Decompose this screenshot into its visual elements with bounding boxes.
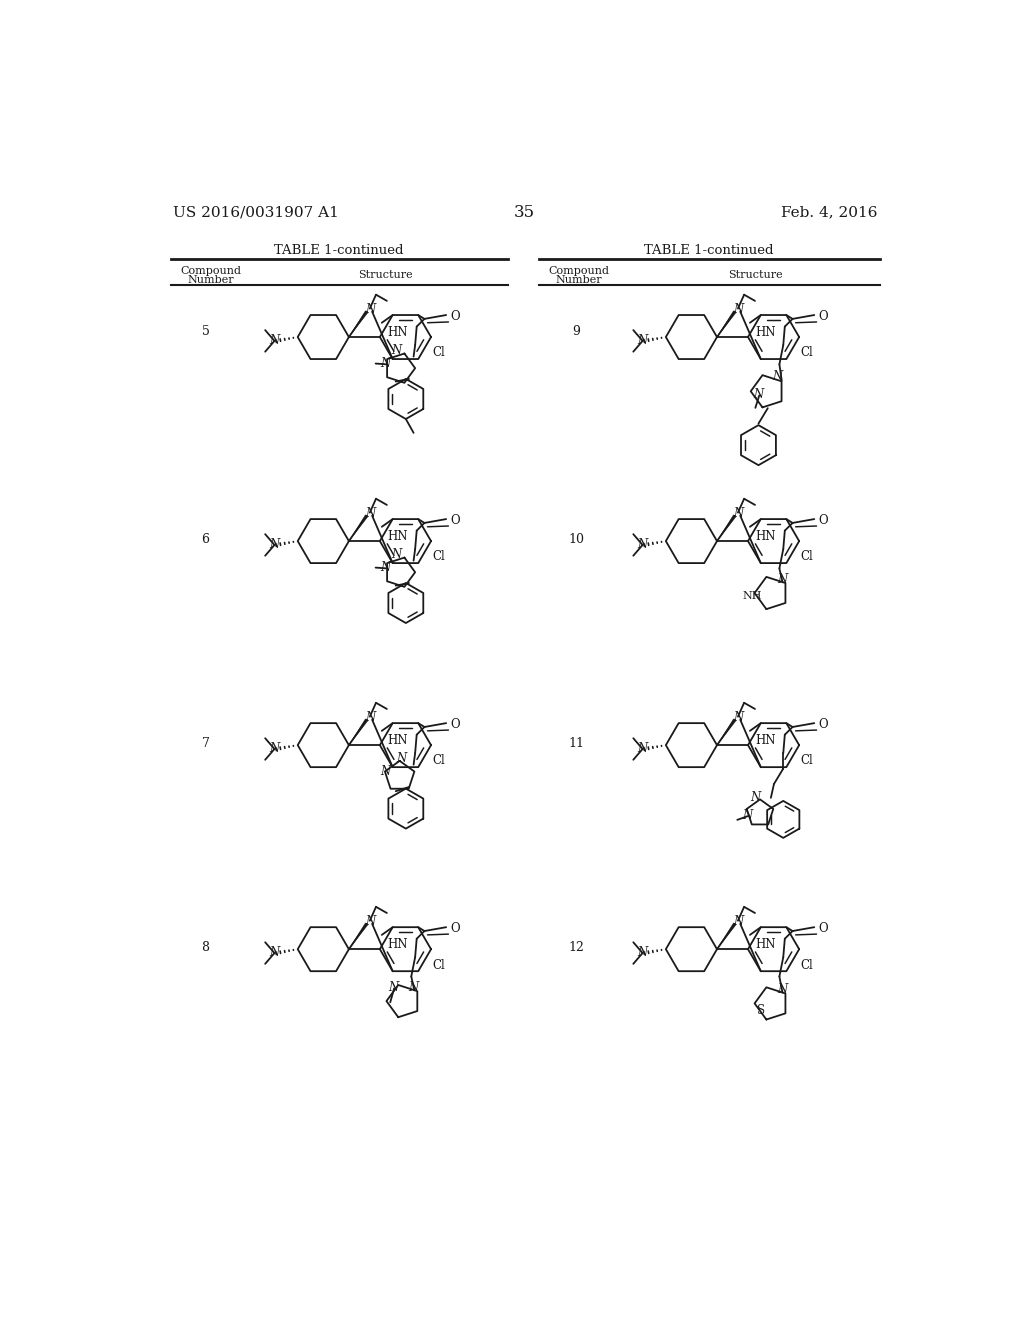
Text: N: N — [777, 983, 787, 997]
Text: N: N — [269, 945, 280, 958]
Polygon shape — [717, 515, 736, 541]
Text: N: N — [366, 302, 376, 315]
Text: O: O — [451, 718, 460, 731]
Text: O: O — [451, 310, 460, 323]
Text: Cl: Cl — [801, 346, 813, 359]
Text: Number: Number — [556, 275, 602, 285]
Text: N: N — [638, 742, 648, 755]
Text: N: N — [777, 573, 787, 586]
Text: N: N — [380, 356, 390, 370]
Text: Structure: Structure — [728, 271, 783, 280]
Text: N: N — [733, 915, 743, 928]
Polygon shape — [349, 923, 368, 949]
Text: Compound: Compound — [549, 265, 609, 276]
Text: O: O — [819, 310, 828, 323]
Text: N: N — [409, 981, 419, 994]
Text: N: N — [366, 915, 376, 928]
Text: 11: 11 — [568, 737, 584, 750]
Text: Cl: Cl — [801, 550, 813, 564]
Polygon shape — [717, 923, 736, 949]
Text: 5: 5 — [202, 325, 210, 338]
Text: HN: HN — [755, 326, 775, 339]
Text: N: N — [742, 809, 753, 822]
Text: N: N — [638, 334, 648, 347]
Text: S: S — [758, 1003, 766, 1016]
Text: HN: HN — [755, 531, 775, 544]
Text: Number: Number — [187, 275, 234, 285]
Text: 7: 7 — [202, 737, 210, 750]
Text: O: O — [819, 513, 828, 527]
Text: N: N — [381, 766, 391, 779]
Text: Structure: Structure — [358, 271, 413, 280]
Text: N: N — [388, 981, 398, 994]
Text: N: N — [269, 537, 280, 550]
Text: HN: HN — [387, 531, 408, 544]
Polygon shape — [717, 719, 736, 744]
Text: Cl: Cl — [801, 755, 813, 767]
Text: 10: 10 — [568, 533, 584, 546]
Text: 9: 9 — [572, 325, 580, 338]
Text: N: N — [366, 711, 376, 723]
Text: TABLE 1-continued: TABLE 1-continued — [644, 244, 774, 257]
Polygon shape — [349, 515, 368, 541]
Polygon shape — [349, 719, 368, 744]
Text: O: O — [451, 513, 460, 527]
Text: TABLE 1-continued: TABLE 1-continued — [274, 244, 403, 257]
Text: HN: HN — [387, 939, 408, 952]
Text: N: N — [751, 791, 761, 804]
Text: N: N — [638, 945, 648, 958]
Text: Cl: Cl — [801, 958, 813, 972]
Text: Cl: Cl — [432, 346, 445, 359]
Polygon shape — [717, 310, 736, 337]
Text: N: N — [733, 302, 743, 315]
Text: Cl: Cl — [432, 755, 445, 767]
Text: Cl: Cl — [432, 958, 445, 972]
Text: Feb. 4, 2016: Feb. 4, 2016 — [781, 206, 878, 219]
Text: N: N — [396, 752, 407, 766]
Text: N: N — [391, 548, 401, 561]
Text: N: N — [772, 371, 782, 383]
Polygon shape — [349, 310, 368, 337]
Text: N: N — [754, 388, 764, 401]
Text: Compound: Compound — [180, 265, 242, 276]
Text: N: N — [380, 561, 390, 574]
Text: NH: NH — [742, 590, 762, 601]
Text: O: O — [819, 923, 828, 936]
Text: N: N — [733, 711, 743, 723]
Text: 35: 35 — [514, 203, 536, 220]
Text: HN: HN — [755, 734, 775, 747]
Text: HN: HN — [387, 326, 408, 339]
Text: N: N — [391, 345, 401, 356]
Text: HN: HN — [755, 939, 775, 952]
Text: US 2016/0031907 A1: US 2016/0031907 A1 — [173, 206, 339, 219]
Text: N: N — [733, 507, 743, 520]
Text: Cl: Cl — [432, 550, 445, 564]
Text: N: N — [638, 537, 648, 550]
Text: 12: 12 — [568, 941, 584, 954]
Text: O: O — [451, 923, 460, 936]
Text: O: O — [819, 718, 828, 731]
Text: N: N — [366, 507, 376, 520]
Text: 6: 6 — [202, 533, 210, 546]
Text: 8: 8 — [202, 941, 210, 954]
Text: HN: HN — [387, 734, 408, 747]
Text: N: N — [269, 742, 280, 755]
Text: N: N — [269, 334, 280, 347]
